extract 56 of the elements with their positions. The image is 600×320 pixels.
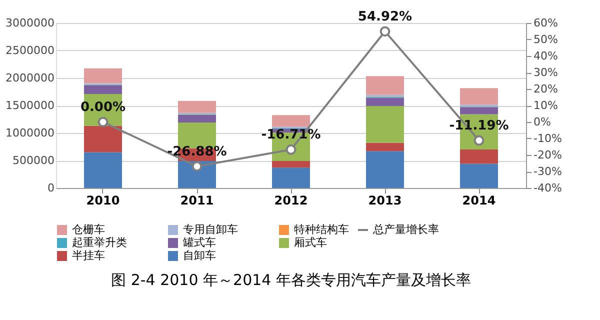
y-tick-label: 1000000 — [6, 126, 54, 140]
bar — [178, 100, 216, 113]
legend-label: 厢式车 — [294, 236, 327, 249]
y2-tick-label: 40% — [534, 50, 558, 62]
y2-tick-label: 10% — [534, 99, 558, 112]
y-tick-label: 2000000 — [6, 72, 54, 84]
y2-tick-label: -10% — [534, 132, 562, 145]
bar — [366, 151, 404, 188]
legend-label: 罐式车 — [183, 236, 216, 249]
legend-label: 仓栅车 — [72, 223, 105, 236]
bar — [84, 85, 122, 94]
bar — [272, 115, 310, 127]
y2-tick-label: 60% — [534, 16, 558, 30]
y2-tick-label: -20% — [534, 148, 562, 162]
legend-label: 自卸车 — [183, 249, 216, 262]
y2-tick-label: 30% — [534, 66, 558, 79]
point — [192, 161, 202, 172]
legend-label: 半挂车 — [72, 249, 105, 262]
bar — [84, 68, 122, 84]
bar — [366, 76, 404, 95]
bar — [366, 142, 404, 152]
bar — [272, 168, 310, 188]
point — [474, 135, 484, 146]
data-label: 54.92% — [358, 9, 412, 24]
y2-tick-label: 0% — [534, 116, 551, 128]
y2-tick-label: -30% — [534, 165, 562, 178]
y-tick-label: 1500000 — [6, 99, 54, 112]
y-tick-label: 2500000 — [6, 44, 54, 57]
bar — [178, 114, 216, 123]
x-tick-label: 2014 — [462, 194, 496, 208]
bar — [84, 152, 122, 188]
y-tick-label: 500000 — [12, 154, 54, 167]
legend-label: 特种结构车 — [294, 223, 349, 236]
bar — [84, 126, 122, 152]
y2-tick-label: 50% — [534, 33, 558, 46]
bar — [460, 107, 498, 114]
bar — [460, 88, 498, 105]
point — [380, 26, 390, 37]
bar — [460, 150, 498, 164]
legend-label: 总产量增长率 — [372, 223, 439, 236]
bar — [460, 164, 498, 188]
y-tick-label: 3000000 — [6, 16, 54, 30]
y2-tick-label: 20% — [534, 82, 558, 96]
y2-tick-label: -40% — [534, 182, 562, 194]
text: 图 2-4 2010 年～2014 年各类专用汽车产量及增长率 — [111, 271, 471, 289]
bar — [366, 98, 404, 106]
x-tick-label: 2010 — [86, 194, 120, 208]
legend-label: 专用自卸车 — [183, 223, 238, 236]
x-tick-label: 2013 — [368, 194, 402, 208]
bar — [272, 161, 310, 168]
bar — [366, 106, 404, 143]
y-tick-label: 0 — [48, 182, 54, 194]
legend-label: 起重举升类 — [72, 236, 127, 249]
x-tick-label: 2012 — [274, 194, 308, 208]
point — [98, 116, 108, 128]
x-tick-label: 2011 — [180, 194, 214, 208]
